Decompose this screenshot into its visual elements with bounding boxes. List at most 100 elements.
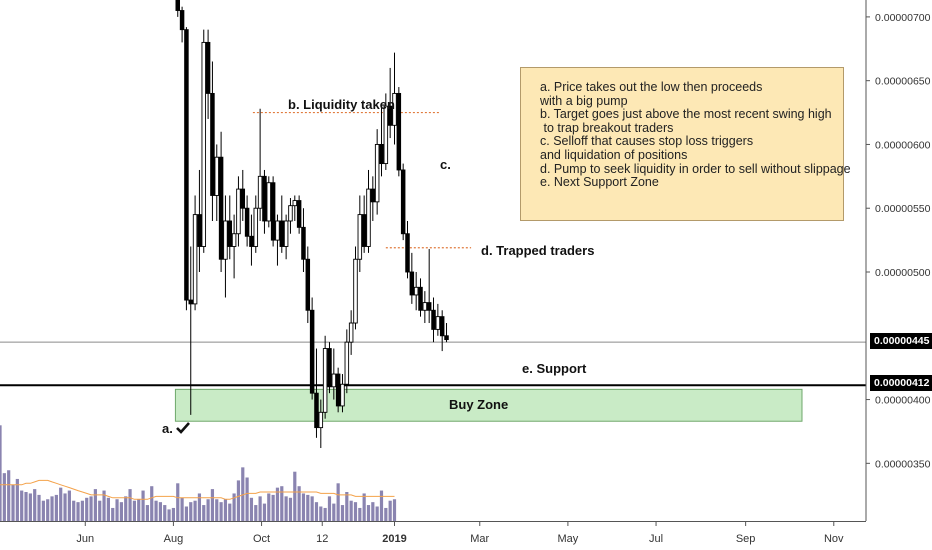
candle-body	[266, 182, 272, 222]
candle-body	[296, 200, 302, 228]
candle-body	[379, 143, 384, 165]
candle-body	[327, 348, 332, 388]
volume-bar	[80, 500, 84, 521]
candle-body	[335, 373, 341, 407]
volume-bar	[184, 506, 189, 521]
volume-bar	[228, 503, 232, 521]
volume-bar	[314, 502, 319, 521]
selloff-label: c.	[440, 157, 451, 172]
volume-layer	[0, 425, 397, 521]
note-line: and liquidation of positions	[540, 147, 688, 162]
volume-bar	[267, 493, 271, 521]
volume-bar	[59, 487, 63, 521]
note-line: c. Selloff that causes stop loss trigger…	[540, 134, 754, 149]
candle-body	[392, 92, 397, 126]
volume-bar	[128, 489, 132, 521]
candle-body	[370, 188, 376, 203]
trapped-traders-label: d. Trapped traders	[481, 243, 595, 258]
y-tick-label: 0.00000600	[875, 139, 931, 151]
volume-bar	[28, 493, 32, 521]
candle-body	[262, 175, 267, 222]
buy-zone-layer	[174, 388, 803, 422]
candle-body	[387, 105, 393, 126]
candle-body	[218, 156, 224, 260]
candle-body	[292, 200, 298, 207]
candle-body	[314, 392, 319, 429]
note-line: to trap breakout traders	[540, 120, 674, 135]
candle-body	[236, 188, 241, 235]
candle-body	[309, 309, 315, 394]
volume-bar	[215, 499, 219, 521]
volume-bar	[150, 486, 154, 521]
volume-bar	[0, 425, 2, 521]
candle-body	[409, 271, 415, 296]
candle-body	[413, 286, 419, 296]
volume-bar	[271, 494, 275, 521]
candle-body	[418, 286, 423, 311]
candle-body	[366, 188, 371, 247]
candle-body	[405, 233, 410, 273]
x-tick-label: Nov	[824, 533, 844, 545]
volume-bar	[202, 505, 206, 521]
volume-bar	[93, 489, 97, 521]
candle-body	[179, 10, 185, 31]
volume-bar	[275, 487, 280, 521]
candle-body	[322, 348, 328, 413]
volume-bar	[297, 486, 301, 521]
candle-body	[223, 220, 228, 260]
volume-bar	[349, 500, 353, 521]
volume-bar	[280, 486, 284, 521]
volume-bar	[358, 507, 362, 521]
candle-body	[275, 220, 280, 241]
volume-bar	[50, 496, 54, 521]
candle-body	[227, 220, 233, 247]
candle-body	[201, 41, 207, 247]
candle-body	[383, 105, 389, 165]
volume-bar	[371, 502, 375, 521]
volume-bar	[241, 467, 245, 521]
candle-body	[435, 316, 441, 330]
volume-bar	[293, 471, 297, 521]
x-tick-label: Aug	[164, 533, 184, 545]
volume-bar	[154, 500, 158, 521]
volume-bar	[223, 499, 228, 521]
volume-bar	[332, 503, 336, 521]
volume-bar	[37, 494, 41, 521]
volume-bar	[249, 497, 254, 521]
buy-zone	[174, 388, 803, 422]
y-tick-label: 0.00000700	[875, 12, 931, 24]
volume-bar	[167, 509, 171, 521]
volume-bar	[72, 500, 76, 521]
volume-ma-line	[0, 479, 395, 500]
volume-bar	[353, 502, 358, 521]
candles-layer	[175, 0, 449, 449]
x-tick-label: 12	[316, 533, 328, 545]
level-lines-layer	[0, 111, 866, 387]
volume-bar	[340, 505, 345, 521]
x-tick-label: May	[558, 533, 579, 545]
x-tick-label: 2019	[382, 533, 406, 545]
candle-body	[331, 373, 337, 388]
candle-body	[439, 316, 445, 337]
volume-bar	[119, 502, 123, 521]
volume-bar	[306, 494, 310, 521]
volume-bar	[176, 483, 180, 521]
volume-bar	[197, 493, 202, 521]
volume-bar	[366, 505, 371, 521]
volume-bar	[245, 477, 249, 521]
candle-body	[240, 188, 246, 209]
candle-body	[340, 383, 345, 407]
volume-bar	[76, 502, 80, 521]
x-tick-label: Jul	[649, 533, 663, 545]
candle-body	[279, 220, 285, 247]
y-tick-label: 0.00000500	[875, 267, 931, 279]
volume-bar	[388, 500, 392, 521]
candle-body	[400, 169, 406, 235]
volume-bar	[232, 493, 236, 521]
volume-bar	[189, 502, 193, 521]
volume-bar	[2, 473, 6, 521]
candle-body	[361, 214, 367, 247]
candle-body	[353, 258, 358, 324]
support-label: e. Support	[522, 361, 587, 376]
